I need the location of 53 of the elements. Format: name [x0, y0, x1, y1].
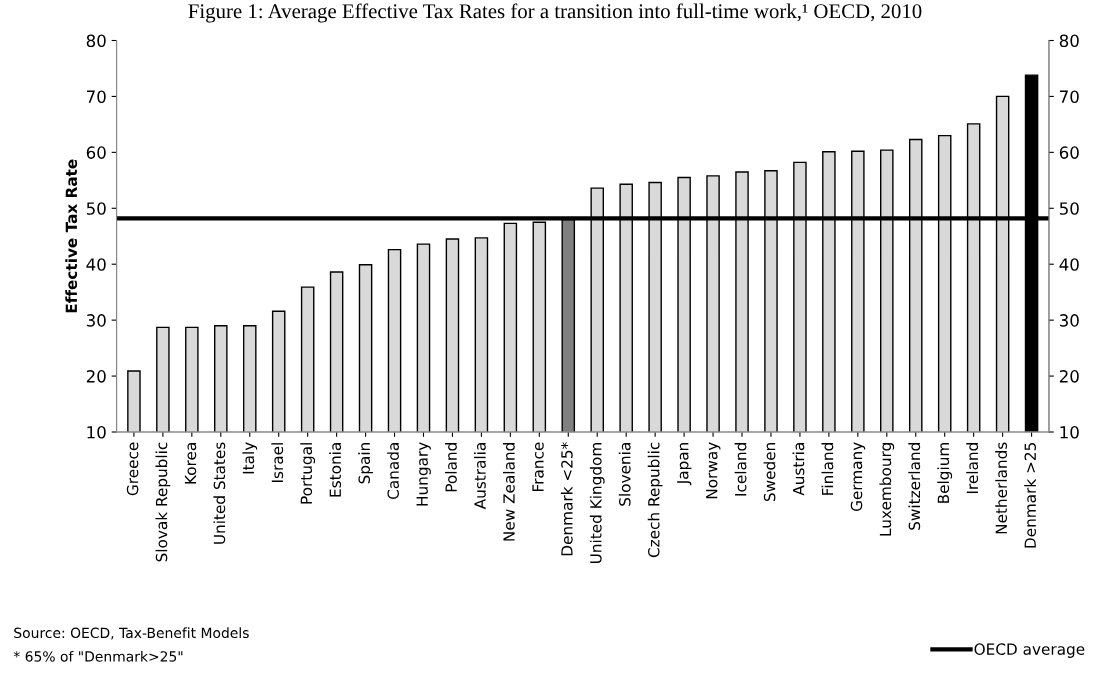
- x-tick-label: Czech Republic: [647, 442, 663, 558]
- x-tick-label: Austria: [792, 443, 805, 496]
- y-tick-label: 60: [86, 146, 106, 159]
- y-tick-label: 10: [87, 425, 106, 439]
- x-tick-label: Estonia: [329, 443, 342, 497]
- y2-tick-label: 80: [1059, 34, 1079, 48]
- x-tick-label: Norway: [706, 442, 721, 499]
- y-tick-label: 50: [86, 202, 106, 215]
- x-tick-label: Ireland: [966, 443, 979, 494]
- y2-tick-label: 40: [1059, 258, 1079, 271]
- x-tick-label: Luxembourg: [879, 443, 895, 536]
- y-tick-label: 40: [86, 258, 106, 271]
- x-tick-label: Spain: [358, 443, 373, 484]
- x-tick-label: Slovak Republic: [155, 442, 171, 562]
- x-tick-label: Poland: [445, 443, 457, 492]
- x-tick-label: France: [532, 442, 544, 492]
- x-tick-label: Hungary: [416, 442, 431, 506]
- y2-tick-label: 20: [1059, 370, 1079, 383]
- x-tick-label: Germany: [850, 442, 866, 512]
- x-tick-label: Finland: [821, 443, 834, 495]
- y2-tick-label: 10: [1060, 425, 1079, 439]
- y-tick-label: 70: [86, 90, 106, 103]
- y-tick-label: 30: [86, 314, 106, 327]
- y-tick-label: 20: [86, 370, 106, 383]
- x-tick-label: Israel: [271, 443, 284, 482]
- y-tick-label: 80: [86, 34, 106, 48]
- x-tick-label: Australia: [474, 443, 486, 510]
- x-tick-label: Greece: [126, 442, 139, 496]
- x-tick-label: Denmark <25*: [560, 442, 573, 556]
- x-tick-label: Korea: [184, 443, 197, 484]
- x-tick-label: Slovenia: [618, 443, 631, 506]
- x-tick-label: Sweden: [763, 443, 776, 502]
- text: * 65% of "Denmark>25": [13, 650, 183, 662]
- y2-tick-label: 60: [1059, 146, 1079, 159]
- source-note: Source: OECD, Tax-Benefit Models: [14, 627, 249, 640]
- chart-title: Figure 1: Average Effective Tax Rates for a transition into full-time work,¹ OECD, 2010: [188, 3, 922, 23]
- x-tick-label: Netherlands: [995, 442, 1008, 534]
- x-tick-label: Italy: [242, 442, 258, 474]
- x-tick-label: United Kingdom: [589, 443, 605, 564]
- x-tick-label: Portugal: [300, 443, 316, 504]
- x-tick-label: Switzerland: [908, 443, 921, 530]
- y2-tick-label: 70: [1060, 90, 1079, 103]
- x-tick-label: Canada: [387, 443, 399, 499]
- legend-label: OECD average: [974, 643, 1085, 658]
- y2-tick-label: 30: [1059, 314, 1079, 327]
- x-tick-label: Iceland: [734, 443, 747, 496]
- x-tick-label: Japan: [677, 443, 692, 486]
- y-axis-title: Effective Tax Rate: [65, 159, 78, 313]
- x-tick-label: United States: [213, 442, 226, 544]
- y2-tick-label: 50: [1059, 202, 1079, 215]
- x-tick-label: Denmark >25: [1024, 443, 1037, 548]
- x-tick-label: Belgium: [937, 443, 953, 503]
- x-tick-label: New Zealand: [502, 443, 515, 541]
